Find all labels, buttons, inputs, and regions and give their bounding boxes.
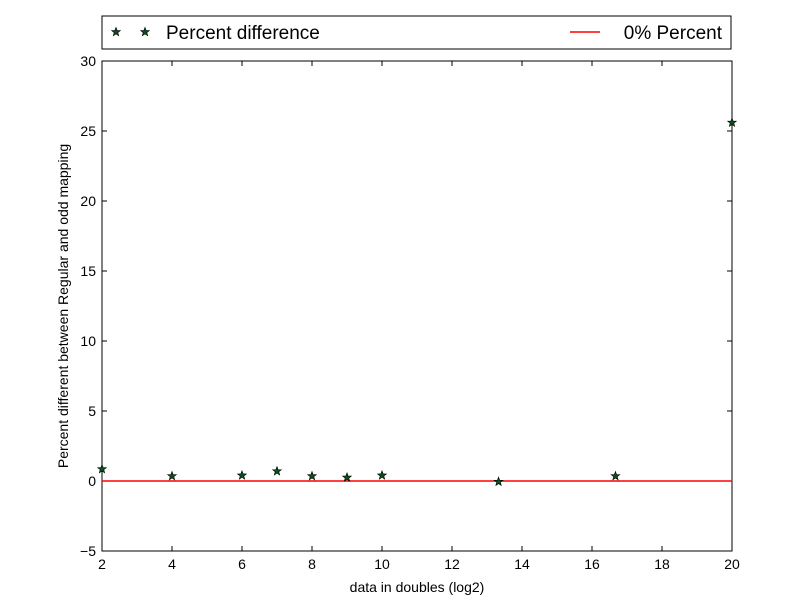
x-tick-label: 10 xyxy=(374,556,390,572)
x-tick-label: 6 xyxy=(238,556,246,572)
x-axis-title: data in doubles (log2) xyxy=(350,579,485,595)
y-tick-label: 30 xyxy=(80,53,96,69)
legend: Percent difference 0% Percent xyxy=(101,15,732,50)
data-point-star xyxy=(166,470,178,481)
legend-star-glyph xyxy=(110,26,122,37)
x-tick-label: 2 xyxy=(98,556,106,572)
y-tick-label: 0 xyxy=(88,473,96,489)
legend-marker-percent-difference-1 xyxy=(110,26,122,37)
tick-marks xyxy=(101,60,733,552)
x-tick-label: 12 xyxy=(444,556,460,572)
plot-frame xyxy=(101,60,733,552)
x-tick-label: 18 xyxy=(654,556,670,572)
plot-area: 2 4 6 8 10 12 14 16 18 20 −5 0 5 10 15 20 25 30 xyxy=(80,53,740,572)
data-point-star xyxy=(610,470,621,481)
y-tick-label: −5 xyxy=(80,543,96,559)
x-tick-label: 4 xyxy=(168,556,176,572)
y-tick-label: 25 xyxy=(80,123,96,139)
legend-box xyxy=(101,15,732,50)
y-tick-label: 5 xyxy=(88,403,96,419)
data-point-star xyxy=(726,117,738,128)
x-tick-label: 16 xyxy=(584,556,600,572)
x-tick-labels: 2 4 6 8 10 12 14 16 18 20 xyxy=(98,556,740,572)
y-axis-title: Percent different between Regular and od… xyxy=(55,144,71,468)
y-tick-label: 10 xyxy=(80,333,96,349)
data-point-star xyxy=(96,463,108,474)
y-tick-label: 15 xyxy=(80,263,96,279)
legend-marker-percent-difference-2 xyxy=(139,26,151,37)
x-tick-label: 14 xyxy=(514,556,530,572)
y-tick-labels: −5 0 5 10 15 20 25 30 xyxy=(80,53,96,559)
legend-star-glyph xyxy=(139,26,151,37)
x-tick-label: 8 xyxy=(308,556,316,572)
data-point-star xyxy=(341,472,353,482)
data-point-star xyxy=(376,469,388,480)
x-tick-label: 20 xyxy=(724,556,740,572)
data-point-star xyxy=(271,465,283,476)
data-point-star xyxy=(236,469,248,480)
data-point-star xyxy=(493,476,504,487)
y-tick-label: 20 xyxy=(80,193,96,209)
legend-label-zero-percent: 0% Percent xyxy=(624,23,723,44)
legend-label-percent-difference: Percent difference xyxy=(166,23,320,44)
data-points xyxy=(96,117,738,487)
data-point-star xyxy=(306,470,318,481)
